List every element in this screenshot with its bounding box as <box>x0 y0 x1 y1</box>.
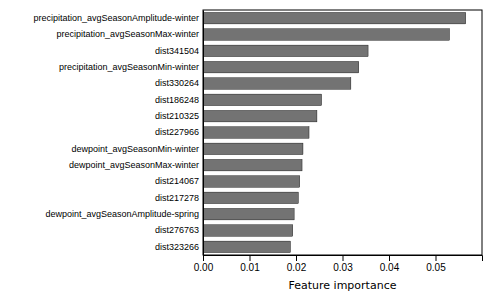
x-tick-mark <box>343 255 344 261</box>
y-tick-label: dist276763 <box>155 225 199 235</box>
plot-frame <box>203 10 482 255</box>
x-tick: 0.05 <box>426 255 446 273</box>
y-tick: dewpoint_avgSeasonAmplitude-spring <box>45 209 199 219</box>
x-tick-label: 0.01 <box>240 262 260 273</box>
x-tick-label: 0.03 <box>333 262 353 273</box>
x-tick-mark <box>389 255 390 261</box>
y-tick: precipitation_avgSeasonMax-winter <box>56 29 199 39</box>
x-tick-mark <box>203 255 204 261</box>
bar <box>203 225 293 236</box>
x-tick-label: 0.05 <box>426 262 446 273</box>
y-tick-label: dewpoint_avgSeasonMin-winter <box>71 144 199 154</box>
y-tick-label: precipitation_avgSeasonMin-winter <box>59 62 199 72</box>
bar <box>203 176 300 187</box>
bar <box>203 29 449 40</box>
x-tick-label: 0.04 <box>380 262 400 273</box>
y-tick: precipitation_avgSeasonAmplitude-winter <box>33 13 199 23</box>
y-tick-label: precipitation_avgSeasonMax-winter <box>56 29 199 39</box>
y-tick: dist217278 <box>155 193 199 203</box>
y-tick: dist227966 <box>155 127 199 137</box>
x-tick-mark <box>436 255 437 261</box>
bar <box>203 78 351 89</box>
x-axis-title: Feature importance <box>289 279 397 292</box>
x-axis: 0.00 0.01 0.02 0.03 0.04 0.05 <box>194 255 483 273</box>
y-tick-label: dist217278 <box>155 193 199 203</box>
y-tick-label: dist210325 <box>155 111 199 121</box>
y-tick: precipitation_avgSeasonMin-winter <box>59 62 199 72</box>
y-tick-label: dist227966 <box>155 127 199 137</box>
y-tick: dist330264 <box>155 78 199 88</box>
y-tick: dist186248 <box>155 95 199 105</box>
bar <box>203 110 317 121</box>
y-axis: dist323266 dist276763 dewpoint_avgSeasonAm… <box>33 11 203 256</box>
x-tick-label: 0.00 <box>194 262 214 273</box>
y-tick-label: dewpoint_avgSeasonMax-winter <box>69 160 199 170</box>
bar <box>203 12 466 23</box>
y-tick: dewpoint_avgSeasonMax-winter <box>69 160 199 170</box>
y-tick: dist276763 <box>155 225 199 235</box>
bar <box>203 94 322 105</box>
x-tick: 0.00 <box>194 255 214 273</box>
y-tick-label: dewpoint_avgSeasonAmplitude-spring <box>45 209 199 219</box>
y-tick-label: dist341504 <box>155 46 199 56</box>
bar <box>203 127 309 138</box>
y-tick: dist214067 <box>155 176 199 186</box>
plot: 0.00 0.01 0.02 0.03 0.04 0.05 dist323266 dist27… <box>33 10 482 273</box>
bar <box>203 208 294 219</box>
y-tick-label: dist214067 <box>155 176 199 186</box>
x-tick: 0.01 <box>240 255 260 273</box>
bars <box>203 12 466 252</box>
y-tick: dewpoint_avgSeasonMin-winter <box>71 144 199 154</box>
y-tick-label: dist186248 <box>155 95 199 105</box>
x-tick-mark <box>250 255 251 261</box>
x-tick-mark <box>296 255 297 261</box>
bar <box>203 241 290 252</box>
y-axis-line <box>203 11 204 256</box>
y-tick: dist323266 <box>155 242 199 252</box>
bar <box>203 192 298 203</box>
y-tick: dist210325 <box>155 111 199 121</box>
y-tick-label: precipitation_avgSeasonAmplitude-winter <box>33 13 199 23</box>
x-tick: 0.03 <box>333 255 353 273</box>
y-tick-label: dist323266 <box>155 242 199 252</box>
bar <box>203 159 302 170</box>
y-tick: dist341504 <box>155 46 199 56</box>
chart: 0.00 0.01 0.02 0.03 0.04 0.05 dist323266 dist27… <box>0 0 500 295</box>
x-tick-label: 0.02 <box>287 262 307 273</box>
y-tick-label: dist330264 <box>155 78 199 88</box>
x-tick: 0.02 <box>287 255 307 273</box>
bar <box>203 45 368 56</box>
bar <box>203 143 303 154</box>
x-tick: 0.04 <box>380 255 400 273</box>
bar <box>203 61 359 72</box>
x-axis-line <box>204 256 483 262</box>
